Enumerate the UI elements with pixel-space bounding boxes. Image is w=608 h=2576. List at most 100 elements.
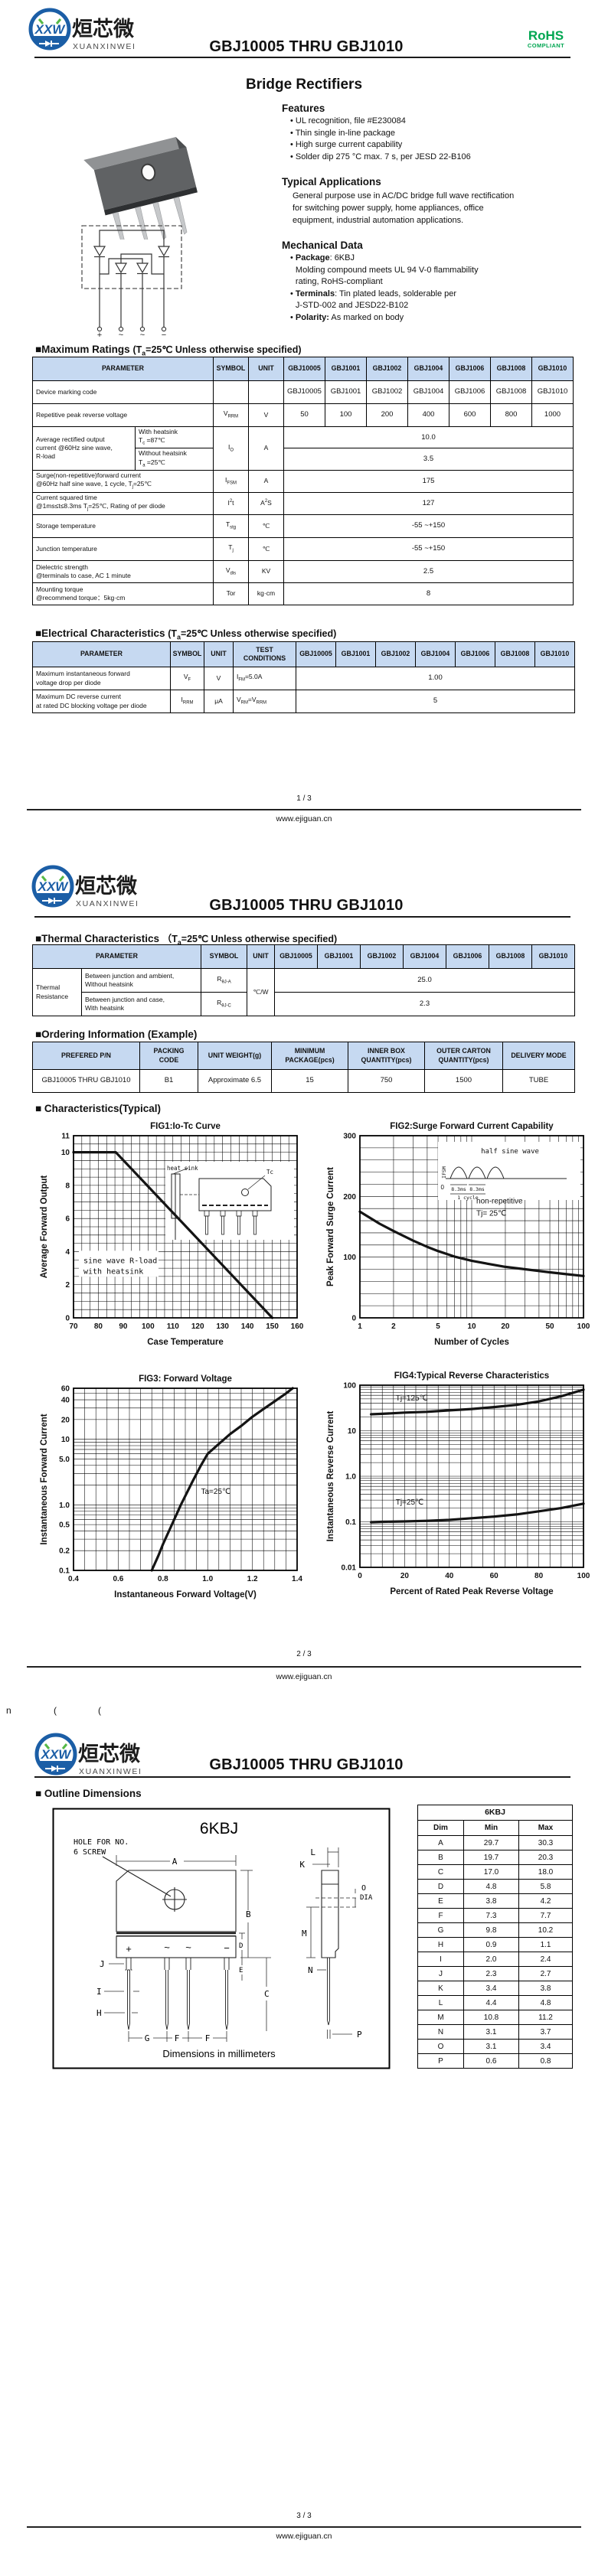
part-header: GBJ1004: [415, 641, 456, 667]
diode-icon: [45, 1766, 65, 1772]
test-condition: IFM=5.0A: [233, 667, 296, 690]
unit: ℃: [248, 536, 284, 561]
dim-value: 2.4: [518, 1952, 574, 1967]
chart-text: 5.0: [59, 1456, 70, 1464]
value: GBJ1001: [325, 380, 367, 404]
drawing-caption: Dimensions in millimeters: [162, 2048, 276, 2059]
value: 600: [449, 403, 491, 427]
chart-text: heat sink: [167, 1165, 198, 1172]
chart-text: 20: [400, 1572, 410, 1580]
part-header: GBJ1010: [534, 641, 575, 667]
part-header: GBJ1002: [375, 641, 416, 667]
features-section: Features • UL recognition, file #E230084…: [282, 103, 582, 324]
chart-text: 200: [343, 1193, 356, 1202]
part-header: GBJ1010: [531, 357, 574, 381]
unit: V: [204, 667, 234, 690]
series-VF: [150, 1387, 294, 1572]
dim-value: P: [417, 2053, 464, 2069]
series-Io with heatsink: [72, 1150, 274, 1319]
chart-text: 0: [358, 1572, 362, 1580]
unit: ℃: [248, 514, 284, 538]
applications-line: for switching power supply, home applian…: [293, 204, 484, 213]
dim-value: 9.8: [463, 1922, 519, 1938]
dim-value: B: [417, 1850, 464, 1865]
dim-value: 3.1: [463, 2024, 519, 2040]
svg-text:−: −: [224, 1942, 230, 1954]
thermal-table: PARAMETER SYMBOL UNIT GBJ10005 GBJ1001 GBJ100…: [32, 944, 575, 1016]
chart-text: Peak Forward Surge Current: [326, 1167, 335, 1286]
chart-text: Case Temperature: [147, 1338, 224, 1347]
chart-text: 150: [266, 1322, 279, 1331]
col-header: DELIVERY MODE: [502, 1042, 575, 1070]
dim-title: 6KBJ: [417, 1805, 574, 1821]
thermal: PARAMETER SYMBOL UNIT GBJ10005 GBJ1001 GBJ100…: [32, 944, 575, 1016]
col-header: OUTER CARTON QUANTITY(pcs): [424, 1042, 503, 1070]
mechanical-title: Mechanical Data: [282, 240, 363, 251]
features-title: Features: [282, 103, 325, 114]
value: Approximate 6.5: [198, 1069, 272, 1093]
halfsine-inset: half sine wave 0 IFSM 8.3ms 8.3ms 1 cycle: [438, 1142, 580, 1201]
symbol: IO: [213, 426, 249, 471]
logo-green-accent: [58, 876, 65, 882]
col-header: MINIMUM PACKAGE(pcs): [271, 1042, 348, 1070]
col-header: UNIT WEIGHT(g): [198, 1042, 272, 1070]
package-hole: [141, 163, 156, 181]
value: TUBE: [502, 1069, 575, 1093]
dim-value: 19.7: [463, 1850, 519, 1865]
chart-text: 60: [490, 1572, 499, 1580]
terminal-labels: + ~ ~ −: [97, 331, 166, 340]
param: Average rectified output current @60Hz si…: [32, 426, 136, 471]
chart-text: 100: [343, 1254, 356, 1262]
logo-graphic: XXW 烜芯微 XUANXINWEI: [28, 8, 135, 51]
dim-value: 7.7: [518, 1908, 574, 1923]
dim-value: K: [417, 1981, 464, 1996]
chart-text: Number of Cycles: [434, 1338, 509, 1347]
symbol: Tj: [213, 536, 249, 561]
terminal-circles: [96, 326, 167, 332]
logo: XXW 烜芯微 XUANXINWEI: [28, 6, 173, 59]
front-view: [102, 1856, 237, 1958]
mechanical-list: • Package: 6KBJ • Molding compound meets …: [288, 253, 582, 324]
chart-text: 0.6: [113, 1575, 123, 1583]
package-bottom-strip: [103, 187, 198, 216]
part-header: GBJ1001: [335, 641, 376, 667]
footer-rule: [27, 1666, 581, 1668]
dim-value: I: [417, 1952, 464, 1967]
header-rule: [34, 1776, 570, 1778]
unit: [248, 380, 284, 404]
value: 750: [348, 1069, 425, 1093]
part-header: GBJ1006: [446, 944, 489, 969]
fig1-io-tc-curve: 70 80 90 100 110 120 130 140 150 160 0 2 4 6 8 10 11 heat…: [37, 1119, 306, 1352]
param: Dielectric strength @terminals to case, A…: [32, 559, 214, 583]
logo-green-accent: [44, 1743, 51, 1749]
value: 3.5: [283, 448, 574, 471]
part-header: GBJ1002: [366, 357, 408, 381]
page-title: GBJ10005 THRU GBJ1010: [209, 1756, 404, 1773]
chart-text: 20: [501, 1322, 510, 1331]
footer-url: www.ejiguan.cn: [276, 814, 332, 823]
chart-text: half sine wave: [481, 1148, 539, 1156]
hole-note: 6 SCREW: [74, 1848, 106, 1857]
part-header: GBJ10005: [283, 357, 325, 381]
chart-text: 60: [61, 1385, 70, 1394]
chart-text: 1.0: [202, 1575, 213, 1583]
chart-text: 8.3ms: [469, 1186, 485, 1192]
part-header: GBJ1004: [403, 944, 446, 969]
chart-text: 0.5: [59, 1521, 70, 1530]
param: Current squared time @1ms≤t≤8.3ms Tj=25℃,…: [32, 491, 214, 515]
dimension-lines: [104, 1855, 271, 2042]
value: GBJ1010: [531, 380, 574, 404]
page-number: 2 / 3: [296, 1650, 312, 1658]
unit: A: [248, 469, 284, 493]
feature-item: • Thin single in-line package: [290, 128, 395, 138]
page-number: 3 / 3: [296, 2512, 312, 2520]
dim-value: H: [417, 1937, 464, 1952]
chart-text: 130: [216, 1322, 229, 1331]
brand-chinese: 烜芯微: [72, 18, 134, 41]
ordering: PREFERED P/N PACKING CODE UNIT WEIGHT(g) MIN…: [32, 1042, 575, 1093]
max-ratings-title: ■Maximum Ratings (Ta=25℃ Unless otherwis…: [35, 344, 302, 357]
package-top-face: [83, 137, 187, 171]
fig2-plot: 1 2 5 10 20 50 100 0 100 200 300 half sine wave 0 IFS…: [326, 1122, 590, 1347]
heatsink-inset: heat sink Tc: [165, 1162, 294, 1240]
chart-text: 0.8: [158, 1575, 168, 1583]
